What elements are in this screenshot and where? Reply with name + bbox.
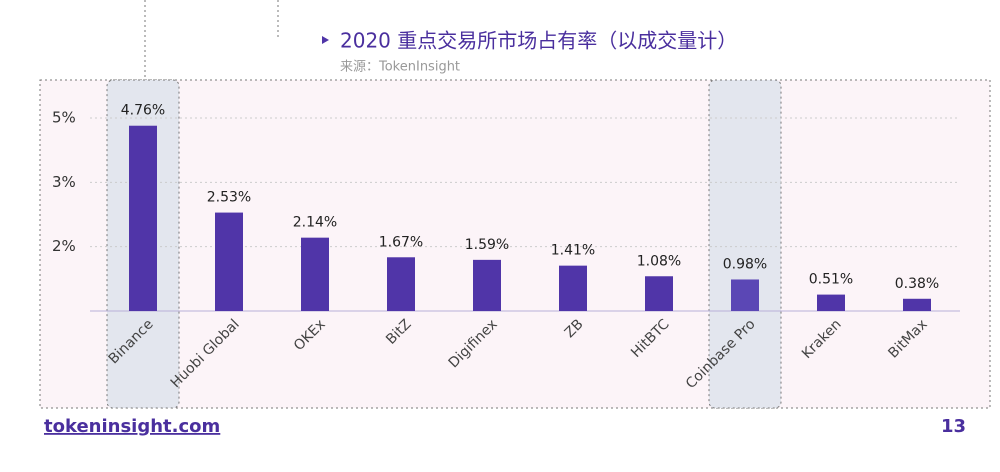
value-label: 2.53%	[207, 190, 251, 206]
bar	[387, 257, 415, 311]
chart-subtitle: 来源：TokenInsight	[340, 60, 460, 75]
y-tick-label: 3%	[52, 173, 76, 191]
bar	[473, 259, 501, 311]
value-label: 1.67%	[379, 234, 423, 250]
footer-site: tokeninsight.com	[44, 416, 220, 437]
chart-frame	[39, 79, 991, 409]
bar	[903, 298, 931, 311]
value-label: 1.59%	[465, 237, 509, 253]
value-label: 1.41%	[551, 243, 595, 259]
bar	[129, 125, 157, 311]
value-label: 0.51%	[809, 272, 853, 288]
bar	[817, 294, 845, 311]
page-number: 13	[941, 416, 966, 437]
bar	[215, 212, 243, 311]
value-label: 1.08%	[637, 253, 681, 269]
y-tick-label: 5%	[52, 109, 76, 127]
bar	[731, 279, 759, 311]
bar	[559, 265, 587, 311]
chart-title: 2020 重点交易所市场占有率（以成交量计）	[340, 29, 737, 53]
value-label: 0.38%	[895, 276, 939, 292]
bar	[645, 276, 673, 311]
title-marker	[322, 36, 329, 44]
bar	[301, 237, 329, 311]
value-label: 2.14%	[293, 215, 337, 231]
highlight-box	[708, 79, 782, 409]
value-label: 4.76%	[121, 103, 165, 119]
y-tick-label: 2%	[52, 237, 76, 255]
value-label: 0.98%	[723, 256, 767, 272]
